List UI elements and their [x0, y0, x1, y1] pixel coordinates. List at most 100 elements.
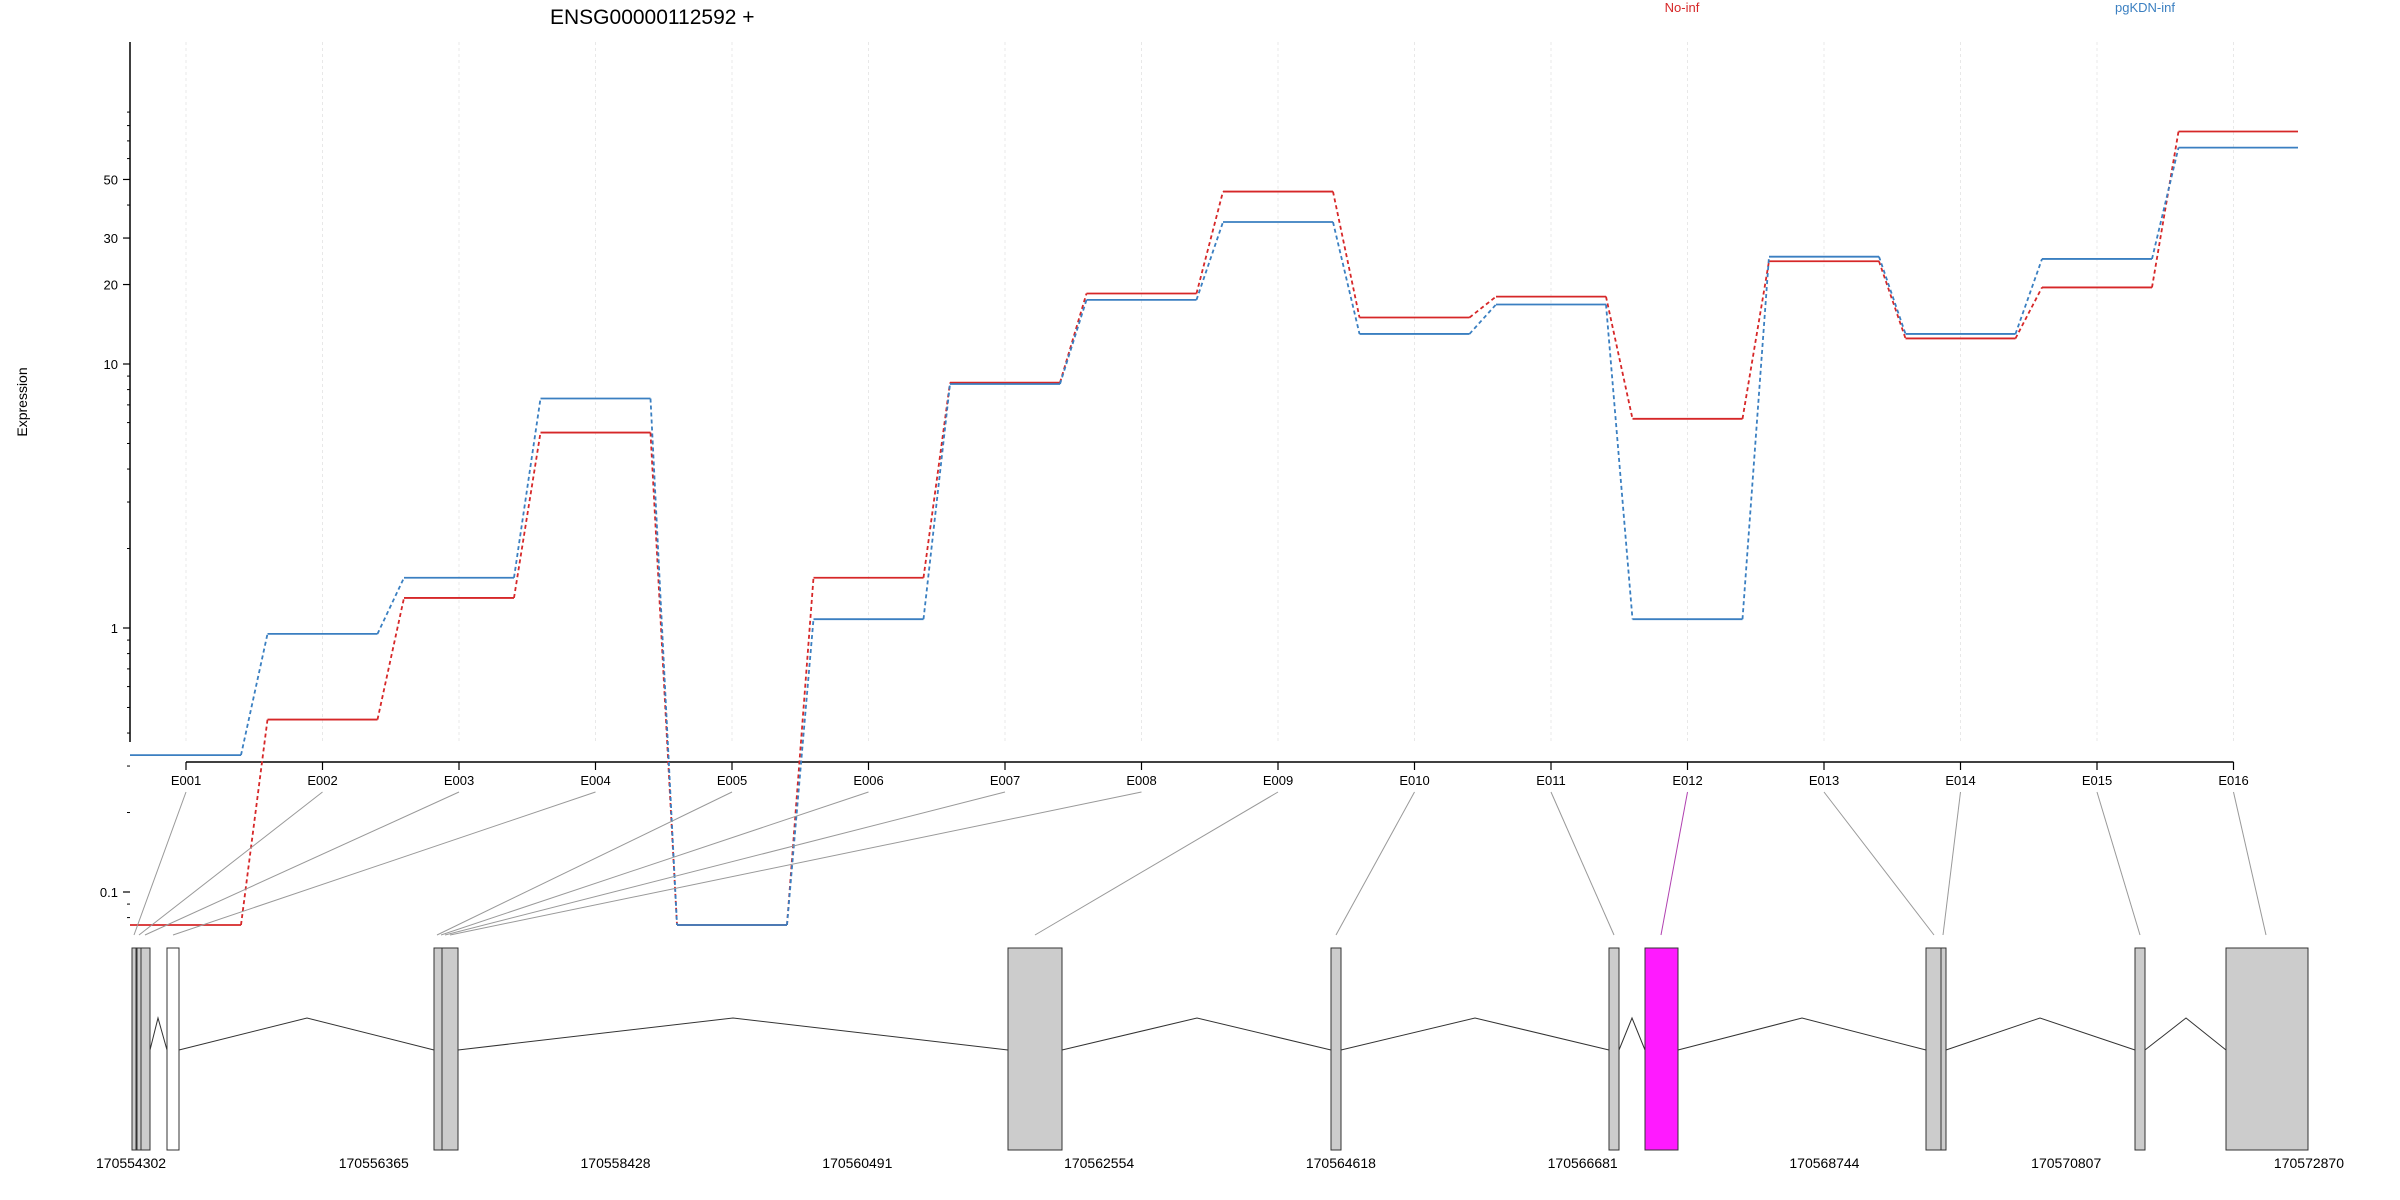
- series-pgkdn-inf-connector: [376, 577, 405, 635]
- x-tick-label-e011: E011: [1536, 773, 1565, 788]
- series-pgkdn-inf-connector: [1741, 256, 1770, 620]
- exon: [1925, 947, 1942, 1151]
- series-no-inf-connector: [2014, 287, 2043, 339]
- series-pgkdn-inf-connector: [922, 383, 951, 620]
- x-tick-label-e012: E012: [1672, 773, 1702, 788]
- connector-e012: [1660, 791, 1688, 936]
- exon-connector-lines: [133, 791, 2267, 936]
- connector-e009: [1034, 791, 1279, 936]
- series-no-inf-connector: [1605, 296, 1634, 419]
- y-tick-label: 10: [104, 357, 118, 372]
- connector-e016: [2233, 791, 2267, 936]
- connector-e010: [1335, 791, 1415, 936]
- connector-e002: [138, 791, 323, 936]
- exon: [2225, 947, 2309, 1151]
- exon: [1330, 947, 1342, 1151]
- exon: [166, 947, 180, 1151]
- x-tick-label-e004: E004: [580, 773, 610, 788]
- y-axis-label: Expression: [14, 367, 30, 436]
- connector-e011: [1550, 791, 1615, 936]
- intron-line: [178, 1017, 435, 1051]
- y-tick-label: 1: [111, 621, 118, 636]
- series-no-inf-connector: [1332, 191, 1361, 318]
- x-tick-label-e008: E008: [1126, 773, 1156, 788]
- exon: [131, 947, 137, 1151]
- x-tick-label-e007: E007: [990, 773, 1020, 788]
- x-tick-label-e014: E014: [1945, 773, 1975, 788]
- series-pgkdn-inf-connector: [1605, 304, 1634, 620]
- exon: [1007, 947, 1063, 1151]
- series-pgkdn-inf-connector: [1195, 221, 1224, 301]
- coordinate-label: 170562554: [1064, 1155, 1134, 1171]
- series-no-inf-connector: [922, 382, 951, 578]
- coordinate-label: 170560491: [822, 1155, 892, 1171]
- exon-highlighted: [1644, 947, 1679, 1151]
- axes: 0.1 1 10 20 30 50 E001 E002 E003 E004 E005 E006 E007…: [100, 42, 2249, 919]
- x-tick-label-e016: E016: [2218, 773, 2248, 788]
- connector-e007: [444, 791, 1006, 936]
- genomic-coordinate-axis: 170554302 170556365 170558428 170560491 1705…: [96, 1155, 2344, 1171]
- x-tick-label-e009: E009: [1263, 773, 1293, 788]
- connector-e003: [144, 791, 460, 936]
- legend-entry-no-inf: No-inf: [1665, 0, 1700, 15]
- series-no-inf-connector: [1195, 191, 1224, 294]
- series-no-inf-connector: [513, 432, 542, 599]
- intron-line: [1618, 1016, 1646, 1051]
- connector-e014: [1942, 791, 1961, 936]
- x-tick-label-e013: E013: [1809, 773, 1839, 788]
- exon: [2134, 947, 2146, 1151]
- series-pgkdn-inf-connector: [2014, 258, 2043, 335]
- exon: [1608, 947, 1620, 1151]
- x-tick-label-e003: E003: [444, 773, 474, 788]
- series-pgkdn-inf-connector: [240, 633, 269, 756]
- x-tick-label-e015: E015: [2082, 773, 2112, 788]
- series-pgkdn-inf-connector: [786, 619, 815, 926]
- y-tick-label: 0.1: [100, 885, 118, 900]
- gene-model: [131, 947, 2309, 1151]
- x-tick-label-e010: E010: [1399, 773, 1429, 788]
- connector-e013: [1823, 791, 1935, 936]
- intron-line: [149, 1016, 168, 1051]
- coordinate-label: 170558428: [581, 1155, 651, 1171]
- connector-e015: [2096, 791, 2141, 936]
- coordinate-label: 170554302: [96, 1155, 166, 1171]
- coordinate-label: 170556365: [339, 1155, 409, 1171]
- exon: [140, 947, 151, 1151]
- series-pgkdn-inf-connector: [1059, 299, 1088, 385]
- exon: [441, 947, 459, 1151]
- x-tick-label-e005: E005: [717, 773, 747, 788]
- intron-line: [1945, 1017, 2136, 1051]
- series-no-inf-connector: [1878, 260, 1907, 339]
- exon: [433, 947, 443, 1151]
- x-tick-label-e002: E002: [307, 773, 337, 788]
- connector-e008: [449, 791, 1142, 936]
- series-no-inf-connector: [1741, 261, 1770, 419]
- intron-line: [457, 1017, 1009, 1051]
- grid-lines: [185, 42, 2234, 742]
- exon: [1940, 947, 1947, 1151]
- chart-title: ENSG00000112592 +: [550, 6, 755, 29]
- y-tick-label: 30: [104, 231, 118, 246]
- y-tick-label: 50: [104, 172, 118, 187]
- series-no-inf-connector: [240, 719, 269, 926]
- series-no-inf-connector: [1468, 295, 1497, 319]
- coordinate-label: 170572870: [2274, 1155, 2344, 1171]
- legend-entry-pgkdn-inf: pgKDN-inf: [2115, 0, 2175, 15]
- connector-e004: [172, 791, 596, 936]
- series-pgkdn-inf-connector: [1332, 221, 1361, 335]
- exon: [136, 947, 142, 1151]
- connector-e001: [133, 791, 187, 936]
- series-pgkdn-inf-connector: [1468, 303, 1497, 335]
- x-tick-label-e006: E006: [853, 773, 883, 788]
- coordinate-label: 170566681: [1548, 1155, 1618, 1171]
- connector-e006: [440, 791, 869, 936]
- series-pgkdn-inf-connector: [649, 398, 678, 926]
- intron-line: [1061, 1017, 1332, 1051]
- intron-line: [1340, 1017, 1610, 1051]
- coordinate-label: 170568744: [1789, 1155, 1859, 1171]
- series-pgkdn-inf-connector: [1878, 256, 1907, 335]
- coordinate-label: 170570807: [2031, 1155, 2101, 1171]
- series-no-inf-connector: [376, 597, 405, 720]
- intron-line: [2144, 1017, 2227, 1051]
